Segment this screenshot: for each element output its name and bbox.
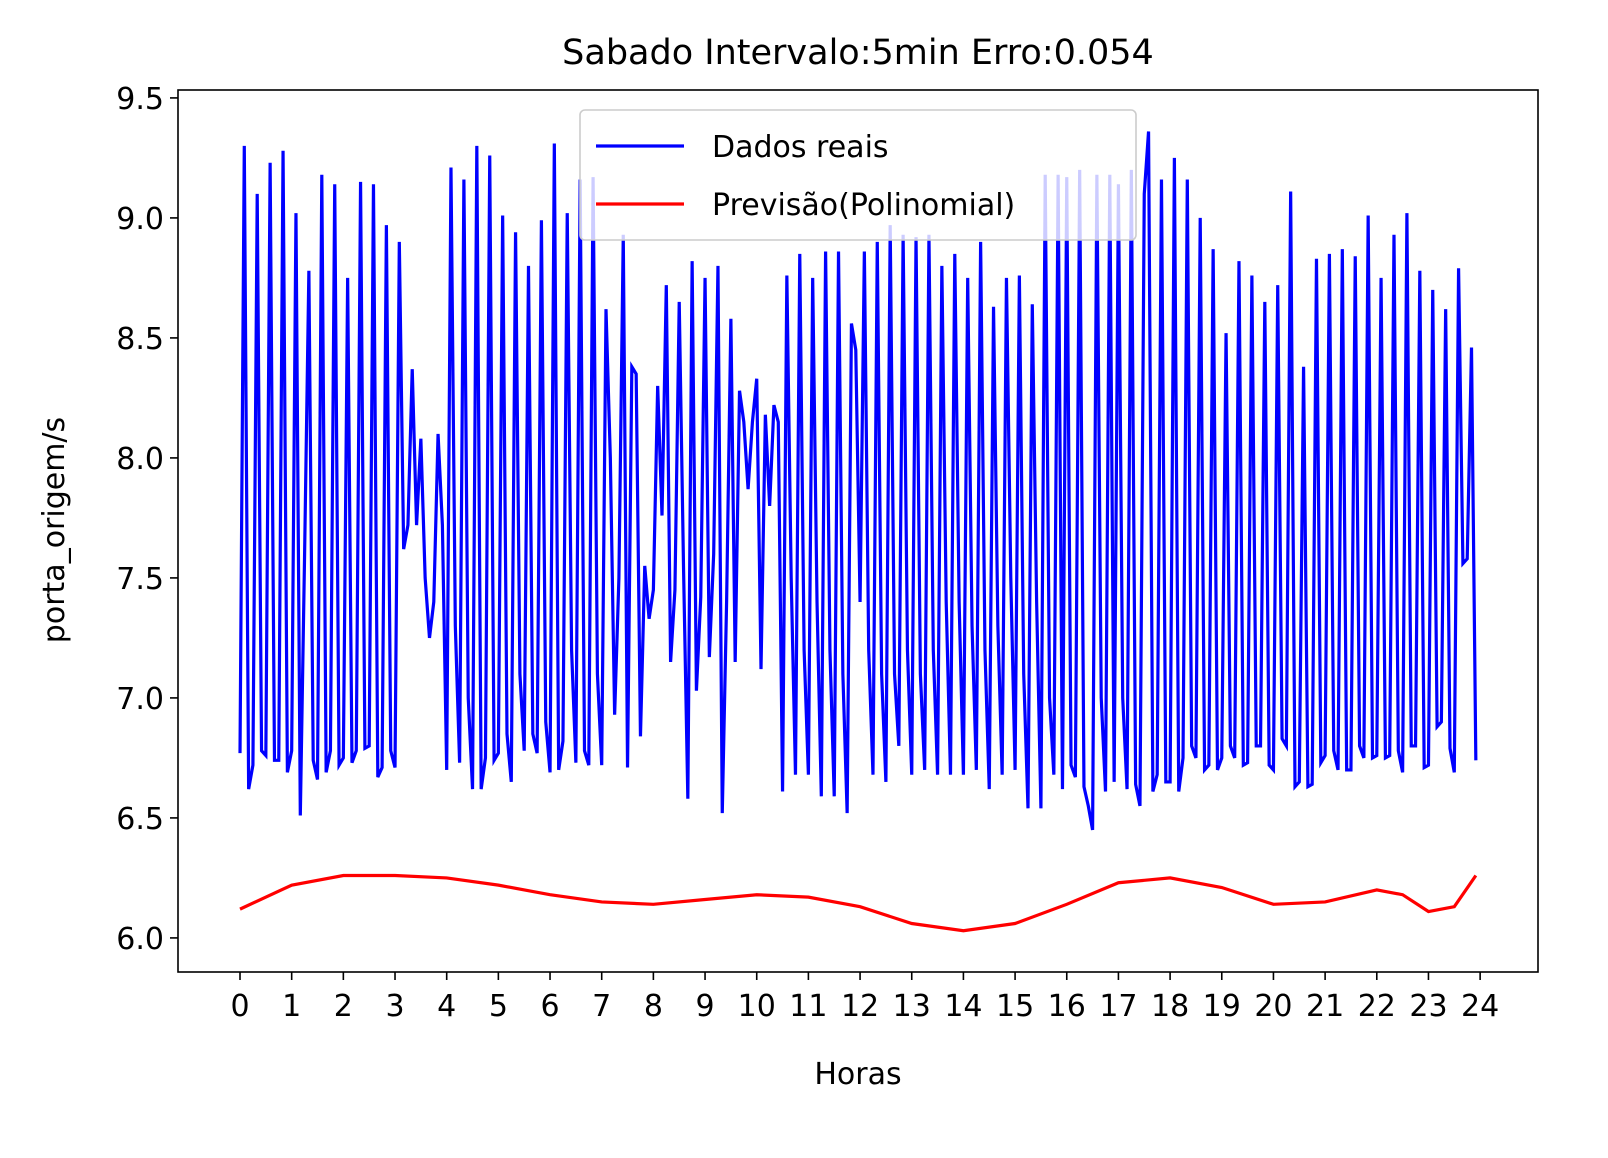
x-tick-label: 22 — [1358, 989, 1396, 1024]
y-tick-label: 7.5 — [116, 562, 164, 597]
x-tick-label: 13 — [893, 989, 931, 1024]
x-tick-label: 14 — [944, 989, 982, 1024]
x-tick-label: 1 — [282, 989, 301, 1024]
legend-box — [579, 109, 1137, 241]
y-axis-label: porta_origem/s — [37, 417, 72, 643]
x-axis-label: Horas — [814, 1057, 901, 1092]
y-tick-label: 9.5 — [116, 82, 164, 117]
x-tick-label: 18 — [1151, 989, 1189, 1024]
x-tick-label: 23 — [1409, 989, 1447, 1024]
x-tick-label: 19 — [1203, 989, 1241, 1024]
x-tick-label: 5 — [489, 989, 508, 1024]
legend-label: Previsão(Polinomial) — [712, 188, 1015, 223]
legend-label: Dados reais — [712, 130, 889, 165]
x-tick-label: 2 — [334, 989, 353, 1024]
chart-title: Sabado Intervalo:5min Erro:0.054 — [562, 33, 1154, 73]
y-tick-label: 9.0 — [116, 202, 164, 237]
y-tick-label: 8.0 — [116, 442, 164, 477]
y-tick-label: 6.5 — [116, 802, 164, 837]
x-tick-label: 9 — [696, 989, 715, 1024]
y-tick-label: 8.5 — [116, 322, 164, 357]
x-tick-label: 21 — [1306, 989, 1344, 1024]
data-line — [239, 873, 1478, 933]
x-tick-label: 0 — [230, 989, 249, 1024]
x-tick-label: 7 — [592, 989, 611, 1024]
x-tick-label: 8 — [644, 989, 663, 1024]
y-tick-label: 7.0 — [116, 682, 164, 717]
x-tick-label: 24 — [1461, 989, 1499, 1024]
legend: Dados reais Previsão(Polinomial) — [579, 109, 1137, 241]
x-tick-label: 10 — [738, 989, 776, 1024]
x-tick-label: 20 — [1254, 989, 1292, 1024]
x-tick-label: 11 — [789, 989, 827, 1024]
x-tick-label: 15 — [996, 989, 1034, 1024]
plot-frame — [177, 89, 1539, 973]
x-tick-label: 12 — [841, 989, 879, 1024]
x-tick-label: 4 — [437, 989, 456, 1024]
x-tick-label: 6 — [540, 989, 559, 1024]
data-line — [238, 131, 1478, 831]
x-tick-label: 17 — [1099, 989, 1137, 1024]
y-tick-label: 6.0 — [116, 922, 164, 957]
x-tick-label: 3 — [385, 989, 404, 1024]
x-tick-label: 16 — [1048, 989, 1086, 1024]
